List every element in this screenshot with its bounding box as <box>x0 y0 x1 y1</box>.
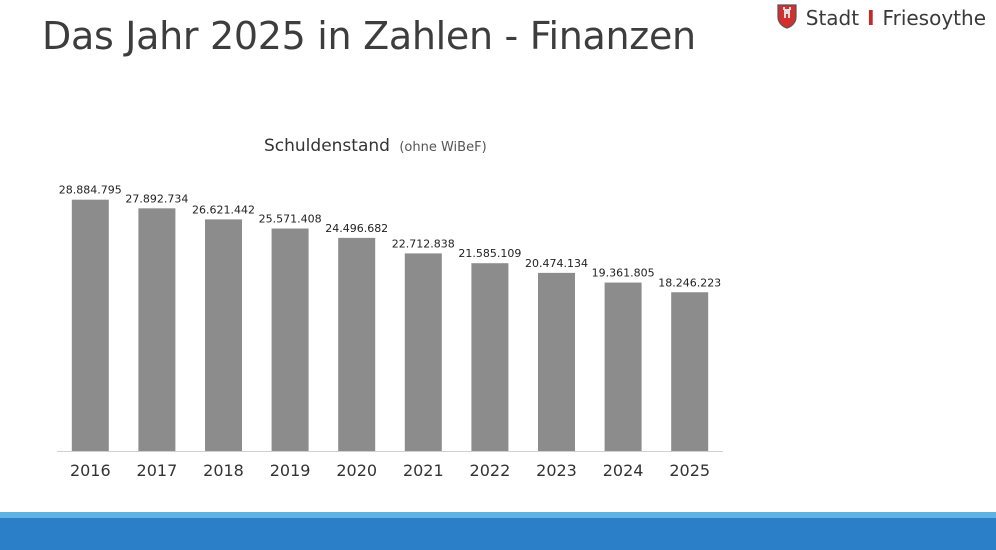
bar-2017 <box>138 208 176 451</box>
x-tick-label-2024: 2024 <box>603 461 644 480</box>
data-label-2022: 21.585.109 <box>458 247 521 260</box>
brand-city: Friesoythe <box>882 6 986 30</box>
data-label-2017: 27.892.734 <box>125 192 188 205</box>
x-tick-label-2019: 2019 <box>270 461 311 480</box>
data-label-2016: 28.884.795 <box>59 184 122 197</box>
bar-2020 <box>338 237 376 451</box>
x-tick-label-2018: 2018 <box>203 461 244 480</box>
data-label-2024: 19.361.805 <box>592 267 655 280</box>
bar-2021 <box>404 253 442 451</box>
page-title: Das Jahr 2025 in Zahlen - Finanzen <box>42 14 696 58</box>
chart-title: Schuldenstand (ohne WiBeF) <box>264 136 487 156</box>
x-tick-label-2020: 2020 <box>336 461 377 480</box>
coat-of-arms-icon <box>776 3 798 34</box>
bar-2019 <box>271 228 309 451</box>
data-label-2021: 22.712.838 <box>392 237 455 250</box>
x-tick-label-2022: 2022 <box>470 461 511 480</box>
chart-title-main: Schuldenstand <box>264 136 390 156</box>
brand-logo: Stadt I Friesoythe <box>776 3 986 34</box>
x-tick-label-2025: 2025 <box>669 461 710 480</box>
bar-2022 <box>471 263 509 451</box>
brand-name: Stadt <box>805 6 860 30</box>
bar-chart: 28.884.795 2016 27.892.734 2017 26.621.442 20… <box>57 184 723 480</box>
data-label-2018: 26.621.442 <box>192 203 255 216</box>
bar-2016 <box>71 199 109 451</box>
x-tick-label-2021: 2021 <box>403 461 444 480</box>
chart-subtitle: (ohne WiBeF) <box>399 140 487 155</box>
bar-2023 <box>538 272 575 451</box>
brand-separator: I <box>867 6 875 30</box>
bar-2018 <box>205 219 242 451</box>
data-label-2025: 18.246.223 <box>658 276 721 289</box>
x-tick-label-2017: 2017 <box>137 461 178 480</box>
data-label-2019: 25.571.408 <box>259 213 322 226</box>
bar-2025 <box>671 292 709 451</box>
footer-band-dark <box>0 518 996 550</box>
x-tick-label-2023: 2023 <box>536 461 577 480</box>
bar-2024 <box>604 282 642 451</box>
data-label-2020: 24.496.682 <box>325 222 388 235</box>
x-tick-label-2016: 2016 <box>70 461 111 480</box>
data-label-2023: 20.474.134 <box>525 257 588 270</box>
footer-band-light <box>0 512 996 518</box>
